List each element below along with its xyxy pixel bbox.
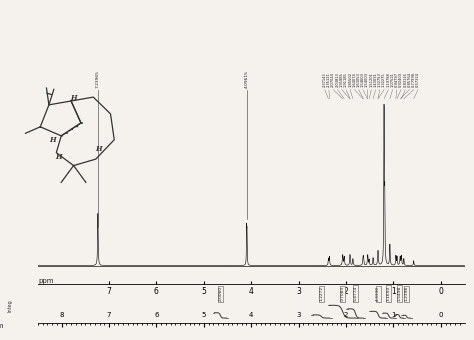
Text: H: H bbox=[49, 136, 56, 144]
Text: 1.43031: 1.43031 bbox=[374, 72, 378, 87]
Text: ppm: ppm bbox=[0, 323, 4, 329]
Text: H: H bbox=[55, 153, 62, 160]
Text: 1.91885: 1.91885 bbox=[340, 72, 344, 87]
Text: 1.54603: 1.54603 bbox=[361, 72, 365, 87]
Text: Integ: Integ bbox=[7, 299, 12, 311]
Text: H: H bbox=[70, 95, 77, 102]
Text: 1.2398: 1.2398 bbox=[405, 286, 409, 301]
Text: 0.85764: 0.85764 bbox=[408, 72, 411, 87]
Text: 4.09615: 4.09615 bbox=[245, 70, 249, 88]
Text: 0.77998: 0.77998 bbox=[412, 72, 416, 87]
Text: 2.07044: 2.07044 bbox=[331, 72, 335, 87]
Text: 1.85502: 1.85502 bbox=[348, 72, 352, 87]
Text: 3.1650: 3.1650 bbox=[387, 286, 391, 301]
Text: 1.32753: 1.32753 bbox=[378, 72, 382, 87]
Text: 0.57324: 0.57324 bbox=[416, 72, 420, 87]
Text: 7.23965: 7.23965 bbox=[96, 70, 100, 88]
Text: 1.54003: 1.54003 bbox=[365, 72, 369, 87]
Text: 2.35121: 2.35121 bbox=[327, 72, 331, 87]
Text: 4.3330: 4.3330 bbox=[376, 286, 380, 301]
Text: 2.03813: 2.03813 bbox=[336, 72, 339, 87]
Text: 5.4774: 5.4774 bbox=[354, 286, 357, 301]
Text: 1.19788: 1.19788 bbox=[386, 72, 391, 87]
Text: 0.92403: 0.92403 bbox=[399, 72, 403, 87]
Text: 1.91185: 1.91185 bbox=[344, 72, 348, 87]
Text: 2.37143: 2.37143 bbox=[323, 72, 327, 87]
Text: 1.51201: 1.51201 bbox=[369, 72, 374, 87]
Text: 1.63053: 1.63053 bbox=[356, 72, 361, 87]
Text: 0.83116: 0.83116 bbox=[403, 72, 407, 87]
Text: 1.2272: 1.2272 bbox=[319, 286, 323, 301]
Text: H: H bbox=[95, 145, 101, 153]
Text: 1.5498: 1.5498 bbox=[398, 286, 401, 301]
Text: 2.0060: 2.0060 bbox=[219, 286, 222, 301]
Text: 9.7083: 9.7083 bbox=[341, 286, 345, 301]
Text: 0.94797: 0.94797 bbox=[395, 72, 399, 87]
Text: 1.07521: 1.07521 bbox=[391, 72, 394, 87]
Text: 1.64074: 1.64074 bbox=[352, 72, 356, 87]
Text: 1.32275: 1.32275 bbox=[382, 72, 386, 87]
Text: ppm: ppm bbox=[38, 278, 54, 284]
